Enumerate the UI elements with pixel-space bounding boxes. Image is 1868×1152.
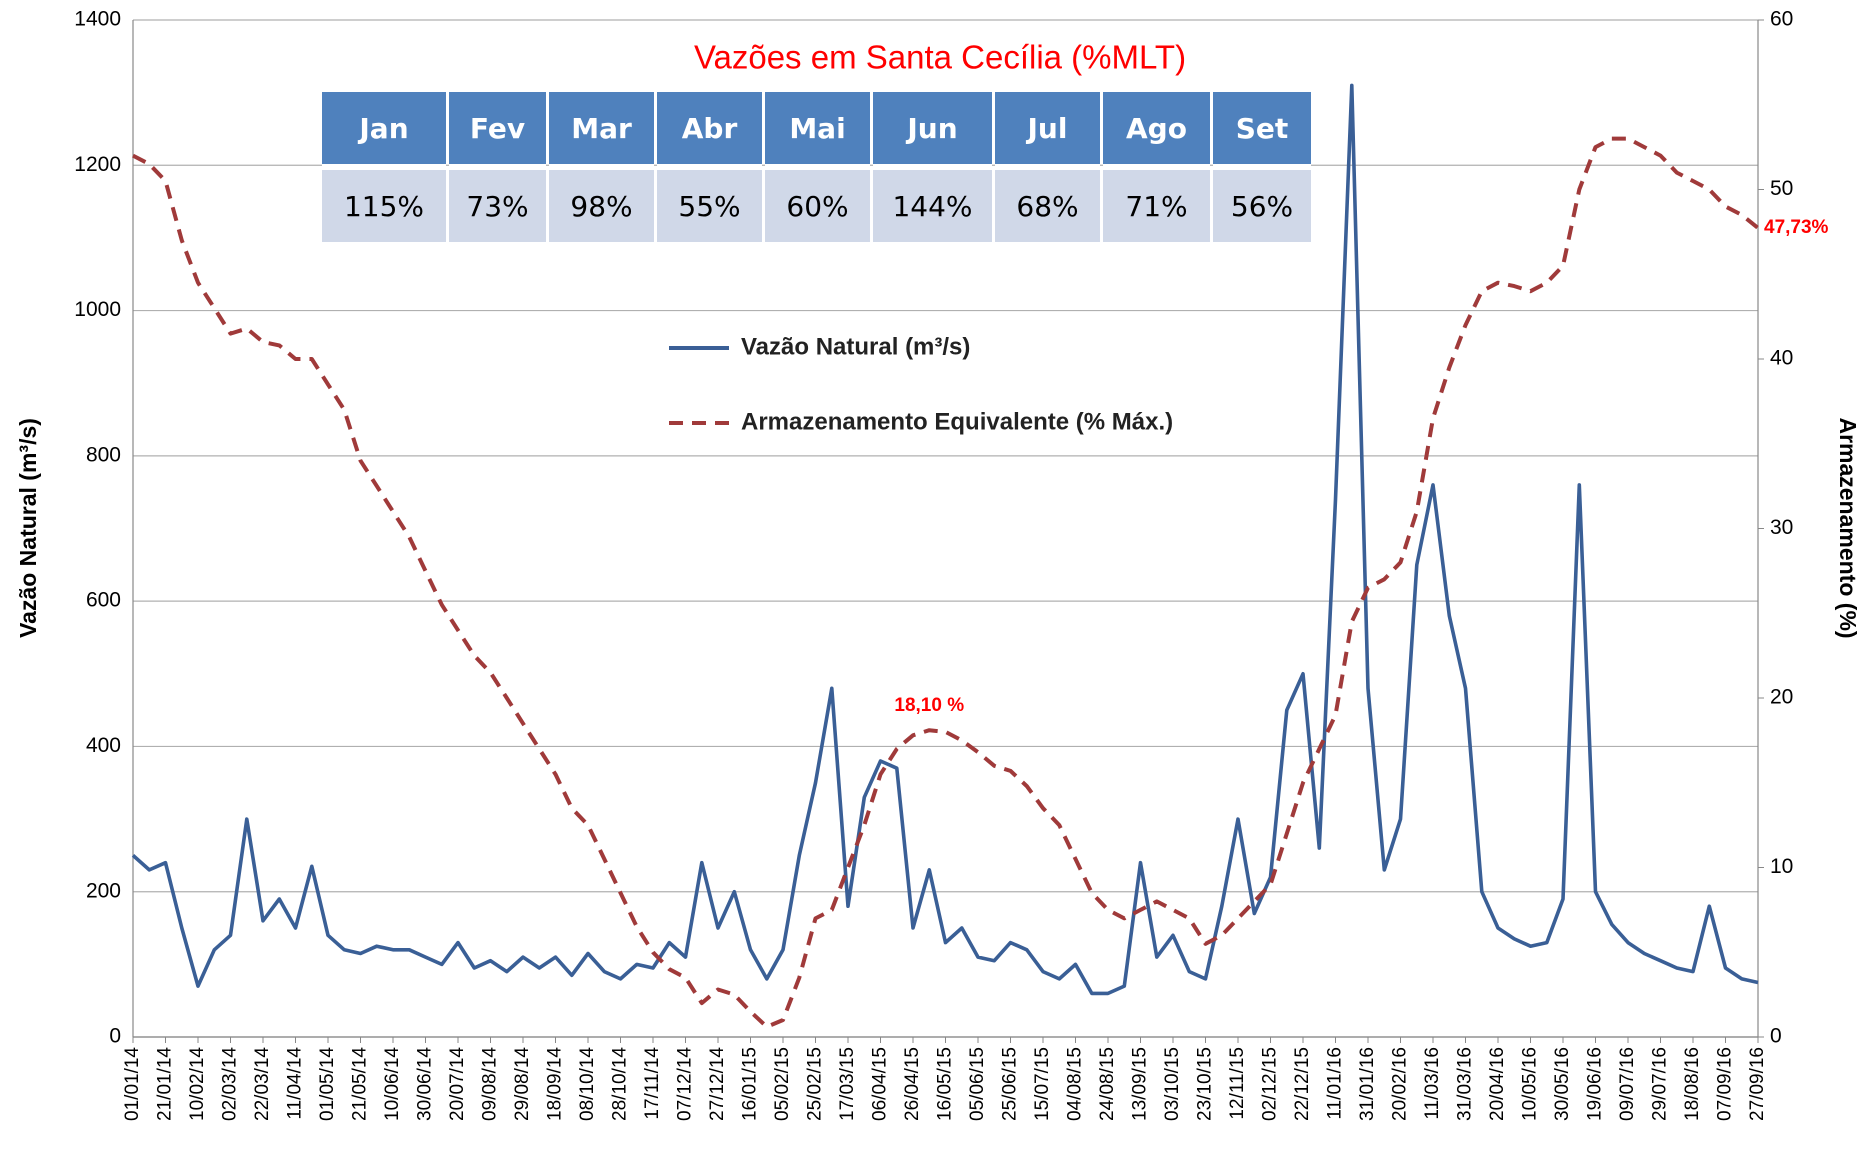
x-tick-label: 25/02/15 (805, 1047, 826, 1121)
y2-tick-label: 40 (1770, 347, 1793, 370)
x-tick-label: 19/06/16 (1585, 1047, 1606, 1121)
x-tick-label: 17/11/14 (642, 1047, 663, 1120)
x-tick-label: 01/05/14 (317, 1047, 338, 1121)
x-tick-label: 17/03/15 (837, 1047, 858, 1121)
x-tick-label: 13/09/15 (1130, 1047, 1151, 1121)
y-tick-label: 1200 (74, 153, 121, 176)
x-tick-label: 22/03/14 (252, 1047, 273, 1121)
x-tick-label: 09/07/16 (1617, 1047, 1638, 1121)
x-tick-label: 04/08/15 (1065, 1047, 1086, 1121)
x-tick-label: 07/09/16 (1715, 1047, 1736, 1121)
x-tick-label: 10/05/16 (1520, 1047, 1541, 1121)
value-label: 47,73% (1764, 217, 1829, 238)
x-tick-label: 03/10/15 (1162, 1047, 1183, 1121)
table-header-cell: Jun (873, 92, 992, 164)
x-tick-label: 12/11/15 (1227, 1047, 1248, 1120)
x-tick-label: 02/12/15 (1260, 1047, 1281, 1121)
table-header-cell: Mar (549, 92, 654, 164)
table-header-cell: Fev (449, 92, 546, 164)
x-tick-label: 20/02/16 (1390, 1047, 1411, 1121)
series-line (131, 83, 1759, 996)
x-tick-label: 21/01/14 (155, 1047, 176, 1121)
y-tick-label: 1400 (74, 8, 121, 31)
x-tick-label: 24/08/15 (1097, 1047, 1118, 1121)
x-tick-label: 05/06/15 (967, 1047, 988, 1121)
x-tick-label: 20/04/16 (1487, 1047, 1508, 1121)
x-tick-label: 21/05/14 (350, 1047, 371, 1121)
x-tick-label: 01/01/14 (122, 1047, 143, 1121)
table-header-cell: Ago (1103, 92, 1210, 164)
table-cell: 98% (549, 164, 654, 242)
value-label: 18,10 % (894, 695, 964, 716)
x-tick-label: 30/05/16 (1552, 1047, 1573, 1121)
table-body: 115% 73% 98% 55% 60% 144% 68% 71% 56% (322, 164, 1311, 242)
x-tick-label: 29/07/16 (1650, 1047, 1671, 1121)
y-axis-label: Vazão Natural (m³/s) (15, 418, 41, 638)
table-cell: 115% (322, 164, 446, 242)
x-tick-label: 07/12/14 (675, 1047, 696, 1121)
table-cell: 55% (657, 164, 762, 242)
y-tick-label: 0 (109, 1025, 121, 1048)
x-tick-label: 27/09/16 (1747, 1047, 1768, 1121)
x-tick-label: 08/10/14 (577, 1047, 598, 1121)
x-tick-label: 23/10/15 (1195, 1047, 1216, 1121)
x-tick-label: 31/01/16 (1357, 1047, 1378, 1121)
table-header-cell: Abr (657, 92, 762, 164)
table-cell: 68% (995, 164, 1100, 242)
table-cell: 71% (1103, 164, 1210, 242)
table-header: Jan Fev Mar Abr Mai Jun Jul Ago Set (322, 92, 1311, 164)
x-tick-label: 31/03/16 (1455, 1047, 1476, 1121)
table-cell: 60% (765, 164, 870, 242)
x-tick-label: 15/07/15 (1032, 1047, 1053, 1121)
y2-tick-label: 0 (1770, 1025, 1782, 1048)
x-tick-label: 09/08/14 (480, 1047, 501, 1121)
y-tick-label: 400 (86, 734, 121, 757)
x-tick-label: 11/01/16 (1325, 1047, 1346, 1120)
table-cell: 144% (873, 164, 992, 242)
y2-tick-label: 30 (1770, 516, 1793, 539)
y-tick-label: 200 (86, 879, 121, 902)
x-tick-label: 25/06/15 (1000, 1047, 1021, 1121)
x-tick-label: 16/05/15 (935, 1047, 956, 1121)
y-tick-label: 800 (86, 443, 121, 466)
y2-tick-label: 10 (1770, 855, 1793, 878)
table-cell: 73% (449, 164, 546, 242)
y-tick-label: 600 (86, 589, 121, 612)
x-tick-label: 27/12/14 (707, 1047, 728, 1121)
table-cell: 56% (1213, 164, 1311, 242)
x-tick-label: 06/04/15 (870, 1047, 891, 1121)
x-tick-label: 20/07/14 (447, 1047, 468, 1121)
table-header-cell: Mai (765, 92, 870, 164)
x-tick-label: 11/03/16 (1422, 1047, 1443, 1120)
series-line (132, 136, 1760, 1029)
x-tick-label: 02/03/14 (220, 1047, 241, 1121)
table-header-cell: Set (1213, 92, 1311, 164)
table-header-cell: Jul (995, 92, 1100, 164)
legend-label: Vazão Natural (m³/s) (741, 333, 970, 360)
x-tick-label: 26/04/15 (902, 1047, 923, 1121)
x-tick-label: 30/06/14 (415, 1047, 436, 1121)
chart-title: Vazões em Santa Cecília (%MLT) (694, 39, 1186, 76)
x-tick-label: 29/08/14 (512, 1047, 533, 1121)
x-tick-label: 05/02/15 (772, 1047, 793, 1121)
x-tick-label: 28/10/14 (610, 1047, 631, 1121)
x-tick-label: 10/06/14 (382, 1047, 403, 1121)
table-header-cell: Jan (322, 92, 446, 164)
y-tick-label: 1000 (74, 298, 121, 321)
x-tick-label: 11/04/14 (285, 1047, 306, 1120)
y2-tick-label: 20 (1770, 686, 1793, 709)
mlt-table: Jan Fev Mar Abr Mai Jun Jul Ago Set 115% 73% 98% 55%… (319, 92, 1314, 242)
table-row: 115% 73% 98% 55% 60% 144% 68% 71% 56% (322, 164, 1311, 242)
y2-axis-label: Armazenamento (%) (1835, 417, 1861, 638)
x-tick-label: 18/09/14 (545, 1047, 566, 1121)
legend-label: Armazenamento Equivalente (% Máx.) (741, 408, 1173, 435)
x-tick-label: 22/12/15 (1292, 1047, 1313, 1121)
y2-tick-label: 60 (1770, 8, 1793, 31)
x-tick-label: 16/01/15 (740, 1047, 761, 1121)
x-tick-label: 18/08/16 (1682, 1047, 1703, 1121)
x-tick-label: 10/02/14 (187, 1047, 208, 1121)
y2-tick-label: 50 (1770, 177, 1793, 200)
